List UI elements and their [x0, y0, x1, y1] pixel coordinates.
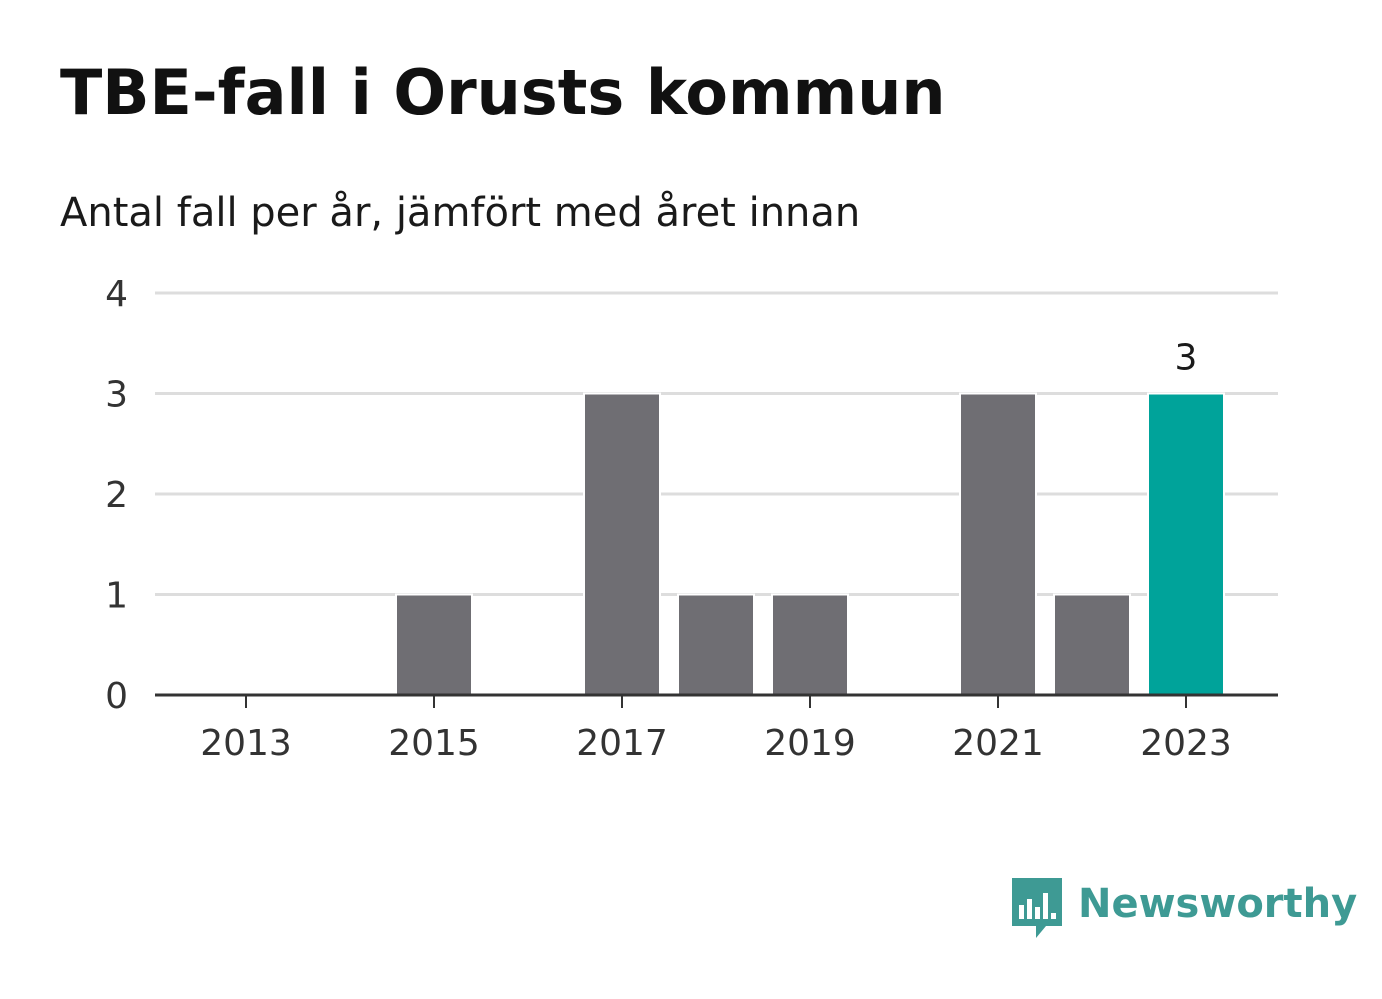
data-labels: 3 — [1175, 338, 1198, 379]
y-tick-label-2: 2 — [105, 475, 128, 516]
x-tick-label-2021: 2021 — [952, 723, 1044, 764]
newsworthy-logo-icon — [1012, 878, 1062, 938]
bar-2017 — [583, 392, 661, 696]
x-axis-ticks: 2013 2015 2017 2019 2021 2023 — [200, 695, 1232, 764]
bar-2022 — [1053, 593, 1131, 696]
data-label-2023: 3 — [1175, 338, 1198, 379]
brand-logo: Newsworthy — [1012, 878, 1357, 940]
chart-subtitle: Antal fall per år, jämfört med året inna… — [60, 190, 861, 236]
y-tick-label-0: 0 — [105, 676, 128, 717]
bar-2015 — [395, 593, 473, 696]
x-tick-label-2023: 2023 — [1140, 723, 1232, 764]
bar-2019 — [771, 593, 849, 696]
x-tick-label-2017: 2017 — [576, 723, 668, 764]
y-tick-label-1: 1 — [105, 576, 128, 617]
bars — [395, 392, 1225, 696]
y-tick-label-3: 3 — [105, 375, 128, 416]
y-tick-label-4: 4 — [105, 274, 128, 315]
x-tick-label-2015: 2015 — [388, 723, 480, 764]
x-tick-label-2019: 2019 — [764, 723, 856, 764]
bar-2018 — [677, 593, 755, 696]
brand-name: Newsworthy — [1078, 881, 1358, 927]
y-axis-ticks: 0 1 2 3 4 — [105, 274, 128, 717]
grid-lines — [155, 291, 1278, 596]
x-tick-label-2013: 2013 — [200, 723, 292, 764]
chart-title: TBE-fall i Orusts kommun — [60, 56, 946, 129]
bar-2023 — [1147, 392, 1225, 696]
bar-2021 — [959, 392, 1037, 696]
